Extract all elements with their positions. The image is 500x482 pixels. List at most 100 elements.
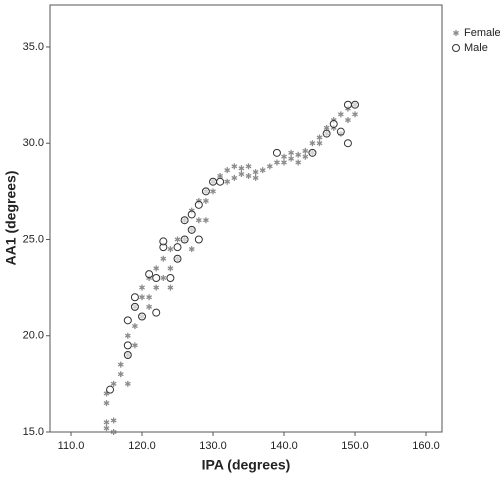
point bbox=[273, 159, 280, 166]
y-tick-label: 35.0 bbox=[23, 41, 44, 53]
point bbox=[153, 284, 160, 291]
point bbox=[295, 159, 302, 166]
y-axis-label: AA1 (degrees) bbox=[3, 171, 19, 266]
point bbox=[146, 303, 153, 310]
point bbox=[352, 111, 358, 118]
point bbox=[252, 174, 259, 181]
point bbox=[131, 342, 138, 349]
legend-label: Female bbox=[464, 27, 500, 39]
y-tick-label: 30.0 bbox=[23, 137, 44, 149]
x-tick-label: 140.0 bbox=[270, 440, 298, 452]
point bbox=[174, 236, 181, 243]
point bbox=[139, 294, 145, 301]
point bbox=[316, 140, 323, 147]
point bbox=[123, 350, 132, 359]
point bbox=[281, 153, 287, 160]
point bbox=[209, 177, 218, 186]
point bbox=[130, 302, 139, 311]
point bbox=[288, 149, 295, 156]
legend-marker bbox=[453, 30, 459, 36]
point bbox=[110, 380, 117, 387]
point bbox=[245, 163, 252, 170]
point bbox=[160, 255, 167, 262]
point bbox=[138, 312, 147, 321]
point bbox=[187, 210, 196, 219]
point bbox=[106, 385, 115, 394]
point bbox=[103, 400, 110, 407]
point bbox=[194, 200, 203, 209]
point bbox=[231, 174, 238, 181]
point bbox=[103, 419, 110, 426]
point bbox=[173, 254, 182, 263]
point bbox=[124, 380, 131, 387]
point bbox=[110, 429, 117, 435]
x-tick-label: 160.0 bbox=[412, 440, 440, 452]
point bbox=[131, 323, 138, 330]
x-axis-label: IPA (degrees) bbox=[202, 457, 291, 473]
point bbox=[309, 140, 316, 147]
point bbox=[173, 243, 182, 252]
point bbox=[167, 284, 174, 291]
point bbox=[245, 172, 252, 179]
point bbox=[224, 167, 231, 174]
point bbox=[160, 274, 167, 281]
point bbox=[302, 147, 309, 154]
point bbox=[288, 155, 295, 162]
x-tick-label: 110.0 bbox=[58, 440, 85, 452]
plot-frame bbox=[49, 4, 443, 433]
point bbox=[316, 134, 323, 141]
x-tick-label: 120.0 bbox=[128, 440, 156, 452]
point bbox=[201, 187, 210, 196]
point bbox=[252, 169, 259, 176]
point bbox=[145, 270, 154, 279]
point bbox=[322, 129, 331, 138]
point bbox=[238, 165, 245, 172]
point bbox=[224, 178, 231, 185]
point bbox=[202, 197, 209, 204]
point bbox=[153, 265, 160, 272]
point bbox=[167, 265, 174, 272]
point bbox=[152, 273, 161, 282]
point bbox=[159, 237, 168, 246]
point bbox=[337, 111, 344, 118]
point bbox=[231, 163, 238, 170]
point bbox=[343, 139, 352, 148]
point bbox=[259, 167, 266, 174]
legend-marker bbox=[452, 44, 460, 52]
point bbox=[343, 100, 352, 109]
point bbox=[139, 284, 145, 291]
point bbox=[216, 177, 225, 186]
point bbox=[344, 117, 351, 124]
point bbox=[117, 361, 124, 368]
point bbox=[329, 119, 338, 128]
point bbox=[308, 148, 317, 157]
x-tick-label: 150.0 bbox=[341, 440, 369, 452]
point bbox=[117, 371, 124, 378]
point bbox=[272, 148, 281, 157]
point bbox=[202, 217, 209, 224]
point bbox=[295, 151, 302, 158]
point bbox=[188, 246, 195, 253]
point bbox=[146, 294, 153, 301]
point bbox=[110, 417, 117, 424]
point bbox=[124, 332, 131, 339]
point bbox=[336, 127, 345, 136]
point bbox=[238, 171, 245, 178]
point bbox=[130, 293, 139, 302]
point bbox=[103, 425, 110, 432]
point bbox=[351, 100, 360, 109]
point bbox=[266, 163, 273, 170]
point bbox=[123, 316, 132, 325]
y-tick-label: 25.0 bbox=[23, 233, 44, 245]
legend-label: Male bbox=[464, 42, 488, 54]
y-tick-label: 20.0 bbox=[23, 330, 44, 342]
point bbox=[281, 159, 287, 166]
point bbox=[166, 273, 175, 282]
point bbox=[123, 341, 132, 350]
point bbox=[302, 153, 309, 160]
point bbox=[195, 217, 202, 224]
point bbox=[180, 235, 189, 244]
point bbox=[152, 308, 161, 317]
point bbox=[180, 216, 189, 225]
